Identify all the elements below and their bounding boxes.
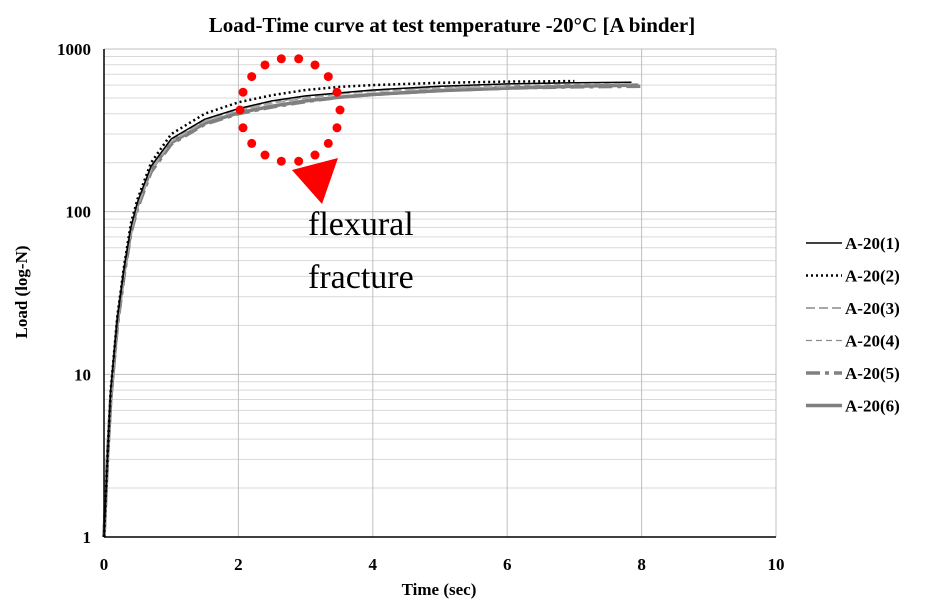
y-tick-label: 1 <box>83 528 92 547</box>
tick-labels: 0 2 4 6 8 10 1 10 100 1000 <box>57 40 785 574</box>
annotation-dot <box>276 54 286 64</box>
annotation-dot <box>294 156 304 166</box>
annotation-dot <box>332 87 342 97</box>
x-tick-label: 10 <box>768 555 785 574</box>
annotation-dot <box>323 72 333 82</box>
legend: A-20(1) A-20(2) A-20(3) A-20(4) A-20(5) A-20(… <box>806 234 900 416</box>
annotation-text: fracture <box>308 259 414 296</box>
legend-label: A-20(2) <box>845 267 900 286</box>
annotation-dot <box>323 138 333 148</box>
annotation-dot <box>238 123 248 133</box>
x-tick-label: 2 <box>234 555 243 574</box>
legend-label: A-20(6) <box>845 397 900 416</box>
annotation-dot <box>260 60 270 70</box>
annotation-dot <box>235 105 245 115</box>
annotation-dot <box>247 138 257 148</box>
legend-label: A-20(3) <box>845 299 900 318</box>
grid <box>103 48 777 538</box>
x-tick-label: 0 <box>100 555 109 574</box>
annotation-dot <box>335 105 345 115</box>
legend-label: A-20(4) <box>845 332 900 351</box>
y-axis-label: Load (log-N) <box>12 245 31 338</box>
annotation-dot <box>294 54 304 64</box>
series-layer <box>102 79 642 538</box>
annotation-dot <box>310 60 320 70</box>
chart-title: Load-Time curve at test temperature -20°… <box>209 13 695 37</box>
annotation-dot <box>247 72 257 82</box>
annotation-dot <box>310 150 320 160</box>
y-tick-label: 100 <box>66 203 92 222</box>
x-tick-label: 8 <box>637 555 646 574</box>
x-tick-label: 6 <box>503 555 512 574</box>
series-line <box>103 81 632 538</box>
y-tick-label: 10 <box>74 365 91 384</box>
axes <box>103 49 776 538</box>
annotation-arrow <box>292 158 338 204</box>
annotation-dot <box>238 87 248 97</box>
annotation-dot <box>332 123 342 133</box>
series-line <box>102 84 642 538</box>
legend-label: A-20(1) <box>845 234 900 253</box>
legend-label: A-20(5) <box>845 364 900 383</box>
series-line <box>102 83 639 538</box>
annotation-dot <box>276 156 286 166</box>
series-line <box>102 79 575 538</box>
series-line <box>103 83 635 538</box>
x-tick-label: 4 <box>369 555 378 574</box>
annotation-dot <box>260 150 270 160</box>
annotation-text: flexural <box>308 206 414 243</box>
y-tick-label: 1000 <box>57 40 91 59</box>
x-axis-label: Time (sec) <box>402 580 477 599</box>
flexural-fracture-annotation: flexural fracture <box>235 54 414 296</box>
